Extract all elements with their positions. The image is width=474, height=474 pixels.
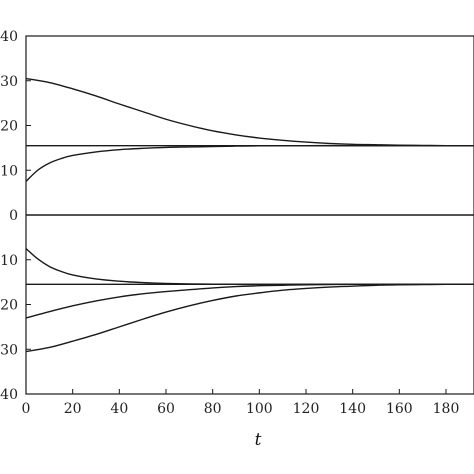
series-line-4 — [25, 77, 474, 147]
series-line-7 — [25, 283, 474, 319]
y-tick-label: 20 — [0, 298, 18, 314]
y-tick-labels: 40 30 20 10 0 10 20 30 40 — [0, 29, 18, 403]
y-tick-label: 10 — [0, 163, 18, 179]
x-tick-label: 180 — [433, 401, 460, 417]
x-tick-label: 140 — [339, 401, 366, 417]
y-tick-label: 40 — [0, 387, 18, 403]
series-lines — [25, 77, 474, 353]
series-line-5 — [25, 144, 474, 182]
y-tick-label: 20 — [0, 119, 18, 135]
series-line-6 — [25, 248, 474, 286]
x-tick-label: 80 — [204, 401, 222, 417]
x-tick-label: 100 — [246, 401, 273, 417]
x-tick-label: 0 — [22, 401, 31, 417]
x-tick-labels: 0 20 40 60 80 100 120 140 160 180 — [22, 401, 460, 417]
y-tick-label: 10 — [0, 253, 18, 269]
x-tick-label: 20 — [64, 401, 82, 417]
plot-frame — [25, 35, 474, 395]
y-tick-label: 30 — [0, 74, 18, 90]
y-tick-label: 30 — [0, 342, 18, 358]
y-tick-label: 0 — [9, 208, 18, 224]
x-tick-label: 40 — [110, 401, 128, 417]
x-tick-label: 120 — [293, 401, 320, 417]
x-tick-label: 60 — [157, 401, 175, 417]
x-axis-label: t — [255, 430, 262, 450]
series-line-8 — [25, 283, 474, 353]
y-tick-label: 40 — [0, 29, 18, 45]
x-tick-label: 160 — [386, 401, 413, 417]
tick-marks — [25, 35, 447, 395]
